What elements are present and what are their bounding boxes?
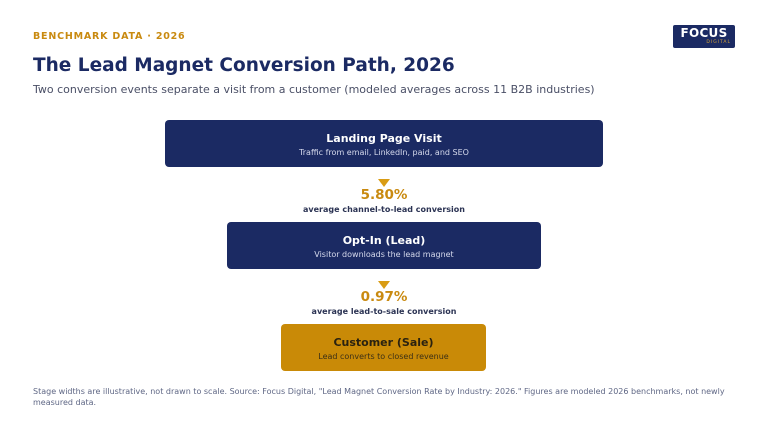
stage-description: Lead converts to closed revenue [318, 352, 449, 361]
stage-customer-sale: Customer (Sale) Lead converts to closed … [281, 324, 486, 371]
down-arrow-icon [378, 179, 390, 187]
page-title: The Lead Magnet Conversion Path, 2026 [33, 55, 455, 76]
page-subtitle: Two conversion events separate a visit f… [33, 83, 595, 96]
stage-description: Traffic from email, LinkedIn, paid, and … [299, 148, 469, 157]
stage-description: Visitor downloads the lead magnet [314, 250, 454, 259]
stage-title: Landing Page Visit [326, 132, 442, 145]
eyebrow-label: BENCHMARK DATA · 2026 [33, 31, 186, 42]
source-footnote: Stage widths are illustrative, not drawn… [33, 387, 725, 407]
conversion-rate-label: average lead-to-sale conversion [311, 307, 457, 316]
stage-opt-in-lead: Opt-In (Lead) Visitor downloads the lead… [227, 222, 541, 269]
stage-title: Customer (Sale) [333, 336, 434, 349]
logo-wordmark: FOCUS [680, 26, 728, 40]
conversion-rate-label: average channel-to-lead conversion [303, 205, 465, 214]
focus-digital-logo: FOCUS DIGITAL [673, 25, 735, 48]
stage-landing-page-visit: Landing Page Visit Traffic from email, L… [165, 120, 603, 167]
conversion-rate: 5.80% [360, 187, 408, 203]
down-arrow-icon [378, 281, 390, 289]
logo-subtext: DIGITAL [706, 40, 731, 45]
conversion-rate: 0.97% [360, 289, 408, 305]
stage-title: Opt-In (Lead) [342, 234, 426, 247]
